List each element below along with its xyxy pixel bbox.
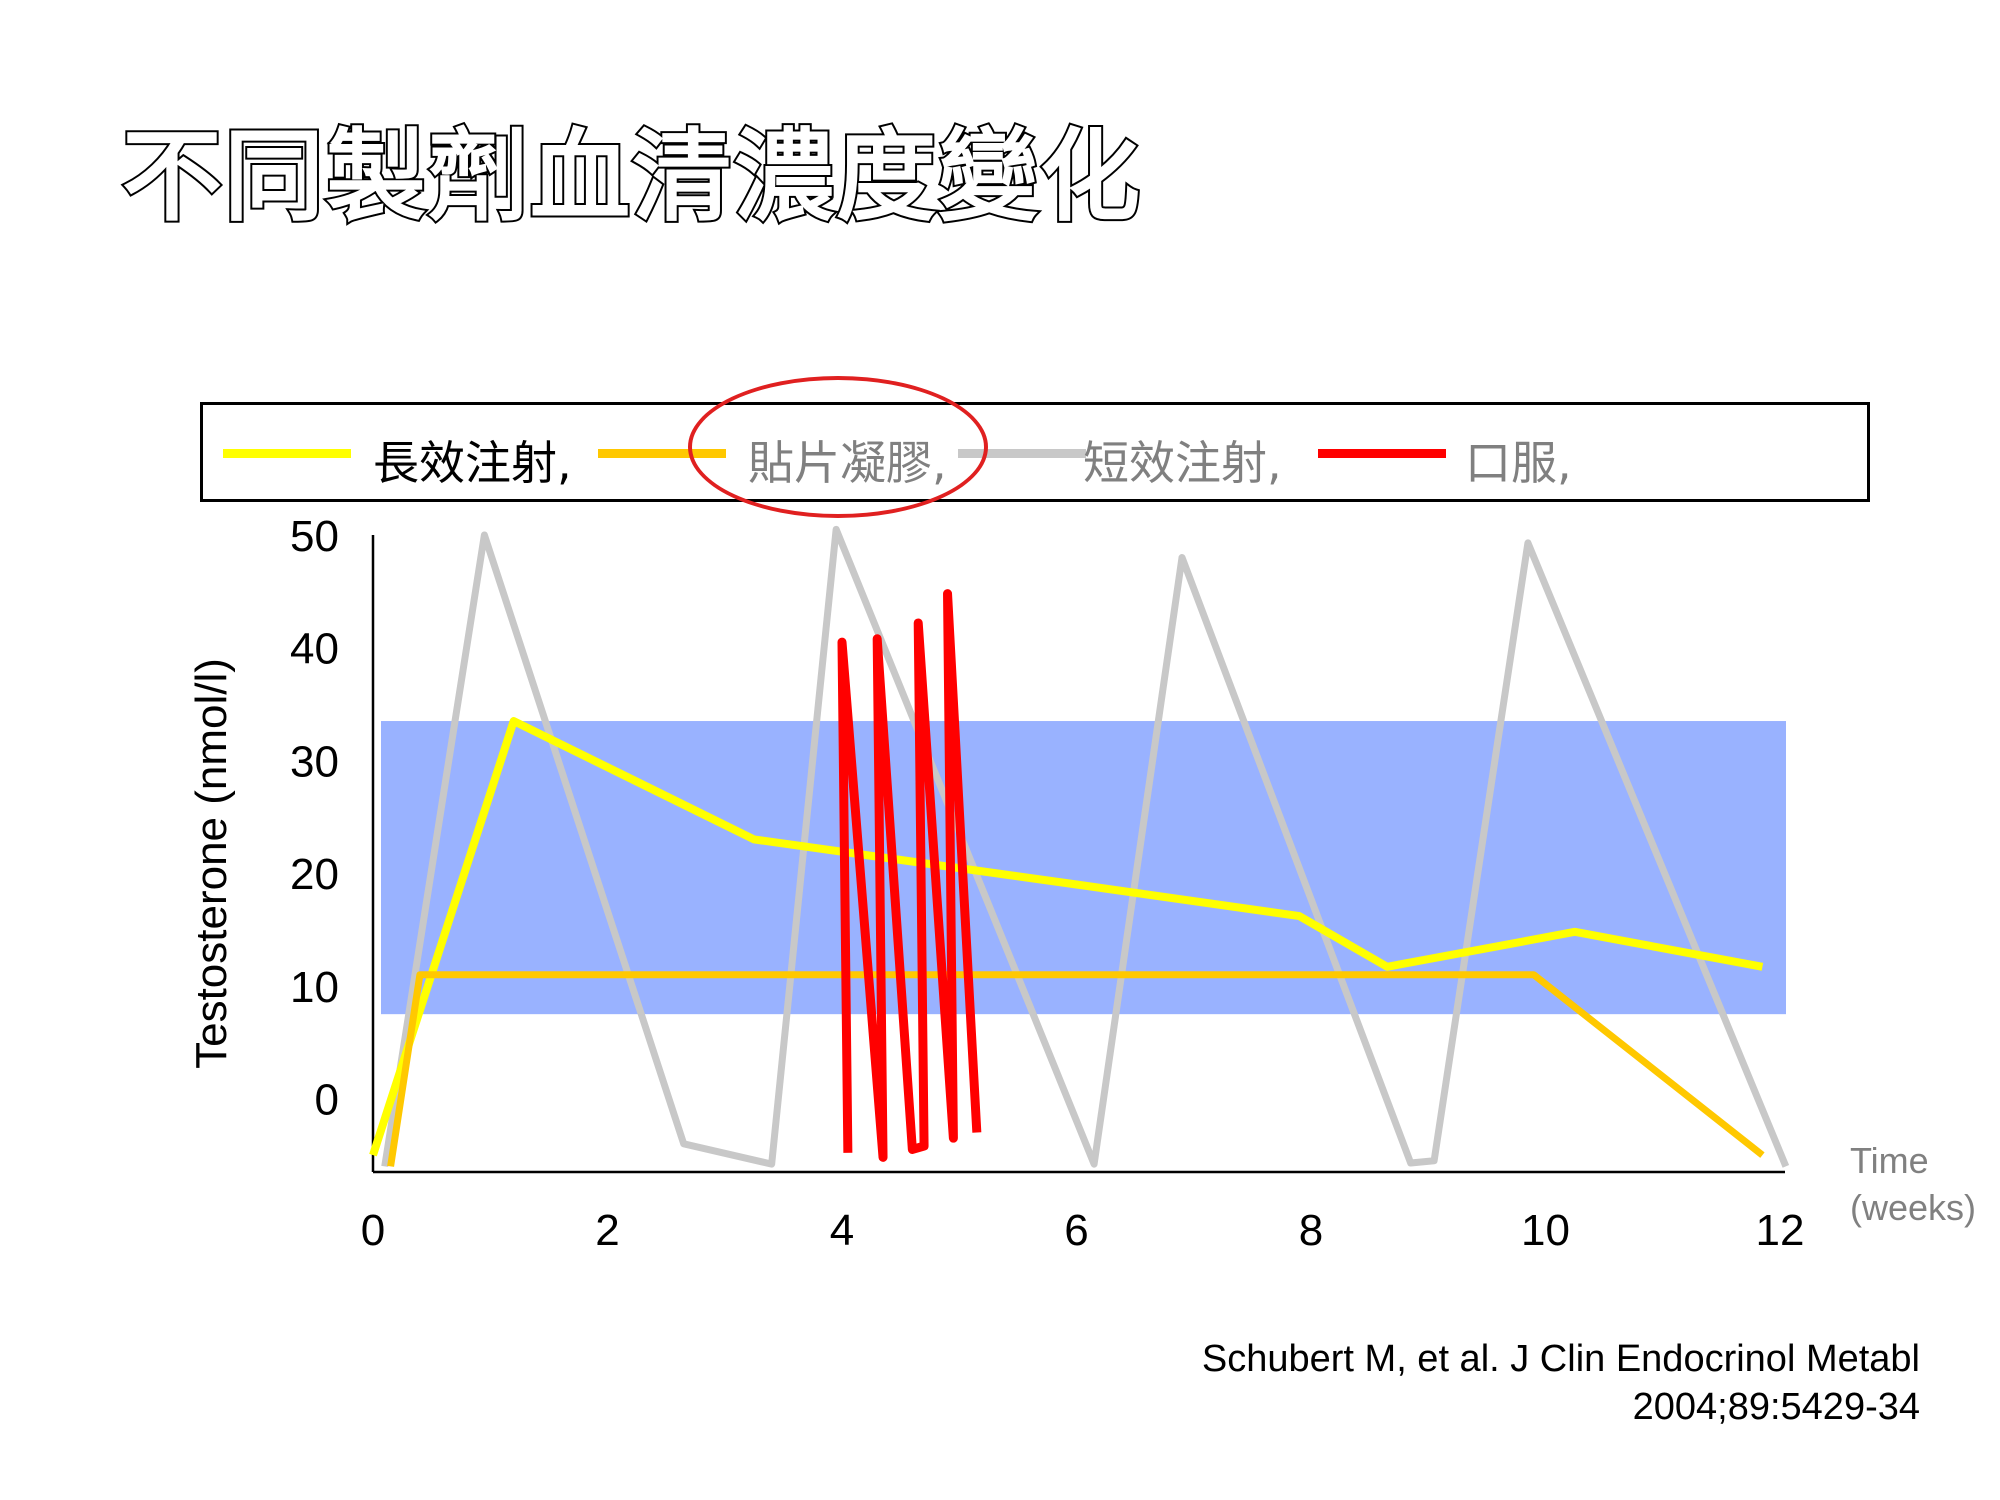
legend-swatch-patch-gel: [598, 449, 726, 458]
series-line-long-acting: [369, 717, 1764, 1157]
legend-label-oral: 口服,: [1465, 436, 1572, 490]
x-tick-labels: 0 2 4 6 8 10 12: [361, 1206, 1805, 1255]
y-tick-label: 40: [290, 625, 339, 674]
chart-axes: [371, 535, 1785, 1174]
slide-title: 不同製劑血清濃度變化: [120, 116, 1142, 237]
x-tick-label: 12: [1756, 1206, 1805, 1255]
x-tick-label: 10: [1521, 1206, 1570, 1255]
x-tick-label: 8: [1299, 1206, 1323, 1255]
series-line-oral: [837, 589, 982, 1162]
x-tick-label: 0: [361, 1206, 385, 1255]
citation-line-1: Schubert M, et al. J Clin Endocrinol Met…: [1201, 1338, 1920, 1380]
legend-label-short-acting: 短效注射,: [1083, 436, 1282, 490]
y-tick-label: 10: [290, 963, 339, 1012]
y-tick-labels: 0 10 20 30 40 50: [290, 512, 339, 1125]
legend-swatch-short-acting: [958, 449, 1086, 458]
series-line-patch-gel: [387, 971, 1765, 1167]
x-axis-label: Time (weeks): [1850, 1140, 1976, 1228]
x-tick-label: 2: [595, 1206, 619, 1255]
y-tick-label: 30: [290, 737, 339, 786]
citation: Schubert M, et al. J Clin Endocrinol Met…: [1202, 1335, 1920, 1431]
y-axis-label: Testosterone (nmol/l): [187, 658, 236, 1069]
legend-swatch-long-acting: [223, 449, 351, 458]
y-tick-label: 50: [290, 512, 339, 561]
x-tick-label: 4: [830, 1206, 854, 1255]
x-tick-label: 6: [1064, 1206, 1088, 1255]
legend-label-long-acting: 長效注射,: [373, 436, 572, 490]
highlight-circle: [688, 376, 988, 518]
y-tick-label: 20: [290, 850, 339, 899]
y-tick-label: 0: [315, 1076, 339, 1125]
citation-line-2: 2004;89:5429-34: [1632, 1386, 1920, 1428]
x-axis-label-line2: (weeks): [1850, 1187, 1976, 1228]
x-axis-label-line1: Time: [1850, 1140, 1929, 1181]
series-layer: [369, 525, 1790, 1168]
legend-swatch-oral: [1318, 449, 1446, 458]
